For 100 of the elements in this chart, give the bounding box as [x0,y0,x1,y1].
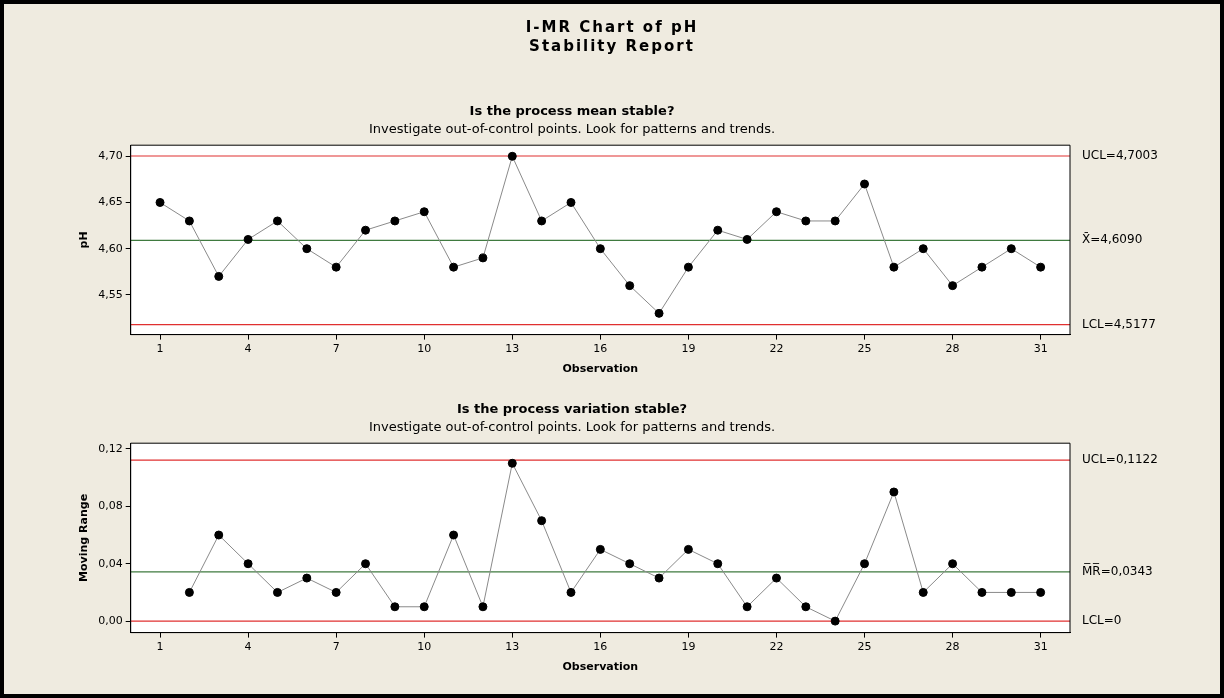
y-tick-label: 0,08 [98,499,123,513]
point [889,262,899,272]
x-tick-label: 19 [681,342,696,356]
point [243,559,253,569]
chart-subtitle: Investigate out-of-control points. Look for patterns and trends. [368,418,776,434]
point [918,244,928,254]
point [507,458,517,468]
x-tick-label: 10 [417,342,432,356]
point [184,587,194,597]
point [302,573,312,583]
point [331,262,341,272]
point [361,225,371,235]
point [625,281,635,291]
point [449,262,459,272]
x-tick-label: 22 [769,640,784,654]
point [801,602,811,612]
y-tick-label: 4,55 [98,287,123,301]
x-tick-label: 16 [593,342,608,356]
point [771,573,781,583]
point [683,262,693,272]
point [625,559,635,569]
point [860,179,870,189]
point [361,559,371,569]
ref-line-label: M̅R̅=0,0343 [1082,562,1153,579]
x-tick-label: 22 [769,342,784,356]
x-tick-label: 7 [332,342,340,356]
point [419,602,429,612]
x-tick-label: 19 [681,640,696,654]
point [595,244,605,254]
x-tick-label: 1 [156,640,164,654]
x-tick-label: 31 [1033,342,1048,356]
x-tick-label: 4 [244,342,252,356]
x-tick-label: 7 [332,640,340,654]
y-tick-label: 4,60 [98,241,123,255]
x-tick-label: 25 [857,640,872,654]
x-tick-label: 13 [505,342,520,356]
point [889,487,899,497]
point [478,253,488,263]
point [1036,587,1046,597]
point [272,587,282,597]
point [566,197,576,207]
point [302,244,312,254]
point [214,530,224,540]
y-tick-label: 4,65 [98,195,123,209]
y-axis-title: pH [77,231,91,249]
point [948,559,958,569]
ref-line-label: UCL=4,7003 [1082,148,1158,163]
point [860,559,870,569]
x-tick-label: 13 [505,640,520,654]
point [243,234,253,244]
point [713,559,723,569]
x-tick-label: 28 [945,342,960,356]
point [830,616,840,626]
ref-line-label: X̄=4,6090 [1082,232,1143,247]
point [771,207,781,217]
point [742,234,752,244]
x-tick-label: 28 [945,640,960,654]
point [654,308,664,318]
point [595,544,605,554]
chart-title: Is the process mean stable? [469,103,675,119]
point [507,151,517,161]
point [1036,262,1046,272]
y-tick-label: 4,70 [98,149,123,163]
text: Stability Report [528,37,696,56]
point [742,602,752,612]
point [948,281,958,291]
y-tick-label: 0,00 [98,613,123,627]
point [537,516,547,526]
x-axis-title: Observation [562,660,639,674]
point [390,602,400,612]
text: I-MR Chart of pH [524,18,700,37]
point [566,587,576,597]
point [449,530,459,540]
y-tick-label: 0,04 [98,556,123,570]
x-tick-label: 10 [417,640,432,654]
point [478,602,488,612]
x-tick-label: 31 [1033,640,1048,654]
point [419,207,429,217]
y-tick-label: 0,12 [98,441,123,455]
point [830,216,840,226]
point [1006,244,1016,254]
ref-line-label: LCL=4,5177 [1082,316,1156,331]
x-tick-label: 4 [244,640,252,654]
x-tick-label: 16 [593,640,608,654]
point [214,271,224,281]
x-tick-label: 25 [857,342,872,356]
point [537,216,547,226]
chart-subtitle: Investigate out-of-control points. Look for patterns and trends. [368,120,776,136]
point [155,197,165,207]
point [918,587,928,597]
x-tick-label: 1 [156,342,164,356]
point [184,216,194,226]
point [977,262,987,272]
point [390,216,400,226]
point [272,216,282,226]
x-axis-title: Observation [562,362,639,376]
chart-title: Is the process variation stable? [456,401,688,417]
point [683,544,693,554]
point [713,225,723,235]
y-axis-title: Moving Range [77,493,91,582]
